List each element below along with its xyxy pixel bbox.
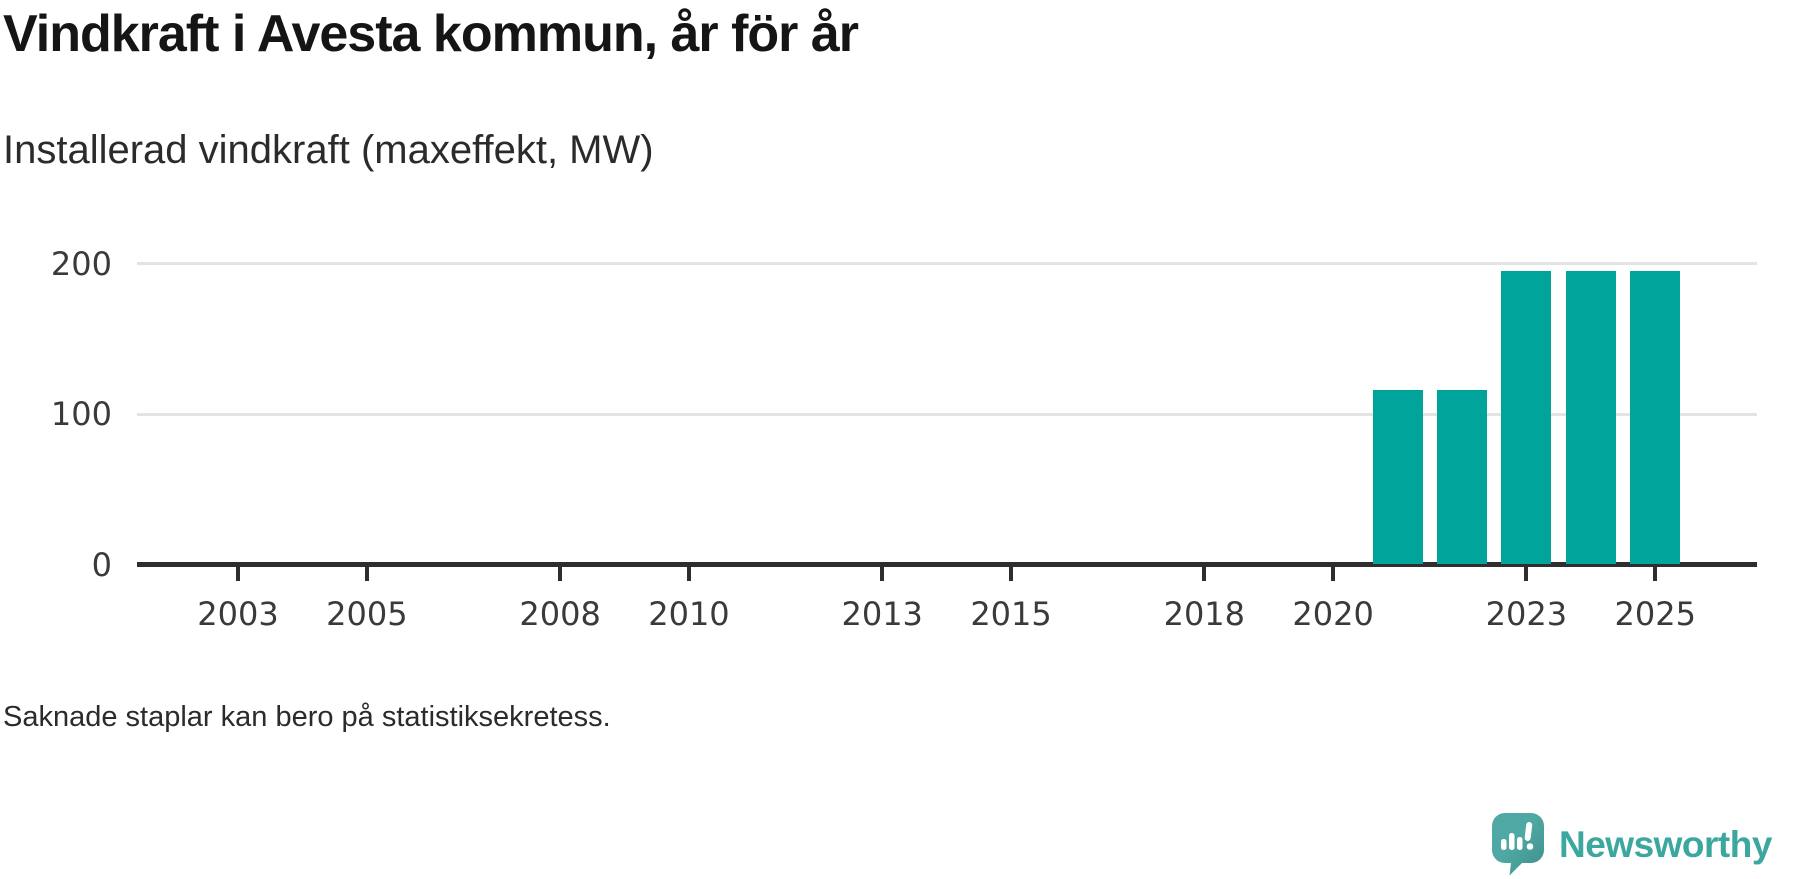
bar-2025 (1630, 271, 1681, 565)
x-tick-2015 (1009, 567, 1014, 581)
x-tick-2008 (558, 567, 563, 581)
newsworthy-logo-icon (1492, 813, 1544, 876)
x-axis-label-2025: 2025 (1614, 595, 1696, 633)
y-axis-label-200: 200 (50, 244, 112, 283)
chart-title: Vindkraft i Avesta kommun, år för år (3, 5, 859, 63)
x-axis-label-2008: 2008 (519, 595, 601, 633)
x-axis-label-2015: 2015 (970, 595, 1052, 633)
x-tick-2005 (364, 567, 369, 581)
x-axis-line (137, 562, 1757, 567)
newsworthy-logo-text: Newsworthy (1559, 823, 1772, 865)
x-axis-label-2013: 2013 (841, 595, 923, 633)
x-tick-2025 (1653, 567, 1658, 581)
x-tick-2003 (236, 567, 240, 581)
x-tick-2010 (686, 567, 691, 581)
x-tick-2020 (1331, 567, 1336, 581)
newsworthy-logo: Newsworthy (1492, 813, 1772, 876)
bar-2022 (1436, 390, 1487, 565)
x-tick-2013 (880, 567, 885, 581)
x-tick-2023 (1524, 567, 1529, 581)
x-axis-label-2010: 2010 (648, 595, 730, 633)
y-axis-label-100: 100 (50, 395, 112, 434)
gridline-100 (137, 412, 1757, 416)
gridline-200 (137, 262, 1757, 266)
chart-subtitle: Installerad vindkraft (maxeffekt, MW) (3, 128, 654, 172)
x-axis-label-2003: 2003 (197, 595, 279, 633)
footnote: Saknade staplar kan bero på statistiksek… (3, 701, 611, 733)
bar-2021 (1372, 390, 1423, 565)
x-axis-label-2018: 2018 (1163, 595, 1246, 633)
x-axis-label-2020: 2020 (1292, 595, 1374, 633)
x-tick-2018 (1202, 567, 1207, 581)
bar-2023 (1501, 271, 1552, 565)
bar-2024 (1565, 271, 1616, 565)
x-axis-label-2005: 2005 (326, 595, 408, 633)
y-axis-label-0: 0 (91, 545, 112, 584)
x-axis-label-2023: 2023 (1485, 595, 1568, 633)
